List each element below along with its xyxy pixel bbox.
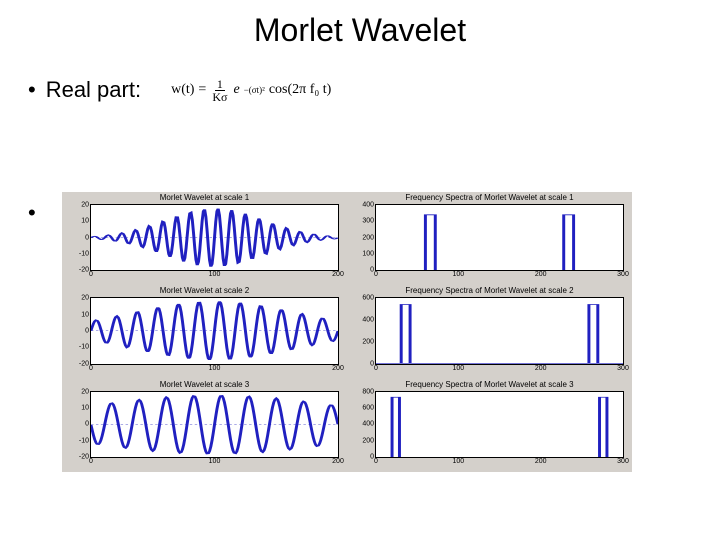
ytick: 10 (81, 218, 89, 225)
ytick: -10 (79, 344, 89, 351)
xtick: 0 (89, 458, 93, 465)
ytick: 10 (81, 404, 89, 411)
formula: w(t) = 1 Kσ e −(σt)² cos(2π f₀ t) (171, 78, 331, 103)
ytick: 300 (362, 218, 374, 225)
frac-num: 1 (215, 78, 225, 91)
panel: Morlet Wavelet at scale 220100-10-200100… (62, 285, 347, 378)
xtick: 0 (374, 458, 378, 465)
ytick: -20 (79, 360, 89, 367)
panel-title: Morlet Wavelet at scale 2 (62, 286, 347, 295)
bullet-real-part: • Real part: w(t) = 1 Kσ e −(σt)² cos(2π … (28, 77, 720, 103)
ytick: 600 (362, 295, 374, 302)
ytick: -20 (79, 267, 89, 274)
xtick: 200 (535, 458, 547, 465)
panel-title: Frequency Spectra of Morlet Wavelet at s… (347, 286, 632, 295)
formula-frac: 1 Kσ (210, 78, 229, 103)
xtick: 300 (617, 458, 629, 465)
ytick: 100 (362, 250, 374, 257)
ytick: 0 (85, 234, 89, 241)
ytick: 800 (362, 388, 374, 395)
ytick: 0 (85, 327, 89, 334)
frac-den: Kσ (210, 91, 229, 103)
plot-area: 60040020000100200300 (375, 297, 624, 364)
xtick: 200 (535, 271, 547, 278)
xtick: 100 (209, 458, 221, 465)
xtick: 200 (332, 365, 344, 372)
xtick: 100 (452, 271, 464, 278)
xtick: 0 (89, 365, 93, 372)
bullet-label: Real part: (46, 77, 141, 103)
plot-area: 20100-10-200100200 (90, 297, 339, 364)
ytick: 200 (362, 338, 374, 345)
ytick: 400 (362, 317, 374, 324)
panel-title: Frequency Spectra of Morlet Wavelet at s… (347, 380, 632, 389)
panel-title: Morlet Wavelet at scale 3 (62, 380, 347, 389)
bullet-dot: • (28, 77, 36, 103)
slide-title: Morlet Wavelet (0, 0, 720, 49)
panel: Frequency Spectra of Morlet Wavelet at s… (347, 285, 632, 378)
panel-title: Morlet Wavelet at scale 1 (62, 193, 347, 202)
formula-e: e (233, 82, 239, 98)
ytick: 200 (362, 234, 374, 241)
ytick: 20 (81, 388, 89, 395)
xtick: 0 (89, 271, 93, 278)
plot-area: 20100-10-200100200 (90, 204, 339, 271)
plot-area: 40030020010000100200300 (375, 204, 624, 271)
ytick: -10 (79, 437, 89, 444)
ytick: 600 (362, 404, 374, 411)
xtick: 0 (374, 365, 378, 372)
panel: Frequency Spectra of Morlet Wavelet at s… (347, 379, 632, 472)
xtick: 200 (332, 271, 344, 278)
equals: = (198, 82, 206, 98)
xtick: 100 (209, 365, 221, 372)
ytick: 10 (81, 311, 89, 318)
xtick: 100 (452, 365, 464, 372)
xtick: 0 (374, 271, 378, 278)
ytick: 20 (81, 202, 89, 209)
panel: Morlet Wavelet at scale 320100-10-200100… (62, 379, 347, 472)
xtick: 100 (209, 271, 221, 278)
xtick: 200 (535, 365, 547, 372)
ytick: 200 (362, 437, 374, 444)
xtick: 300 (617, 365, 629, 372)
xtick: 300 (617, 271, 629, 278)
plot-area: 80060040020000100200300 (375, 391, 624, 458)
plot-area: 20100-10-200100200 (90, 391, 339, 458)
formula-lhs: w(t) (171, 82, 194, 98)
ytick: 20 (81, 295, 89, 302)
ytick: -20 (79, 454, 89, 461)
panel: Morlet Wavelet at scale 120100-10-200100… (62, 192, 347, 285)
ytick: -10 (79, 250, 89, 257)
xtick: 100 (452, 458, 464, 465)
xtick: 200 (332, 458, 344, 465)
panel: Frequency Spectra of Morlet Wavelet at s… (347, 192, 632, 285)
panel-title: Frequency Spectra of Morlet Wavelet at s… (347, 193, 632, 202)
bullet-2: • (28, 200, 36, 226)
formula-cos: cos(2π f₀ t) (269, 82, 332, 98)
figure-grid: Morlet Wavelet at scale 120100-10-200100… (62, 192, 632, 472)
ytick: 0 (85, 421, 89, 428)
ytick: 400 (362, 421, 374, 428)
ytick: 400 (362, 202, 374, 209)
formula-exp: −(σt)² (244, 85, 265, 95)
